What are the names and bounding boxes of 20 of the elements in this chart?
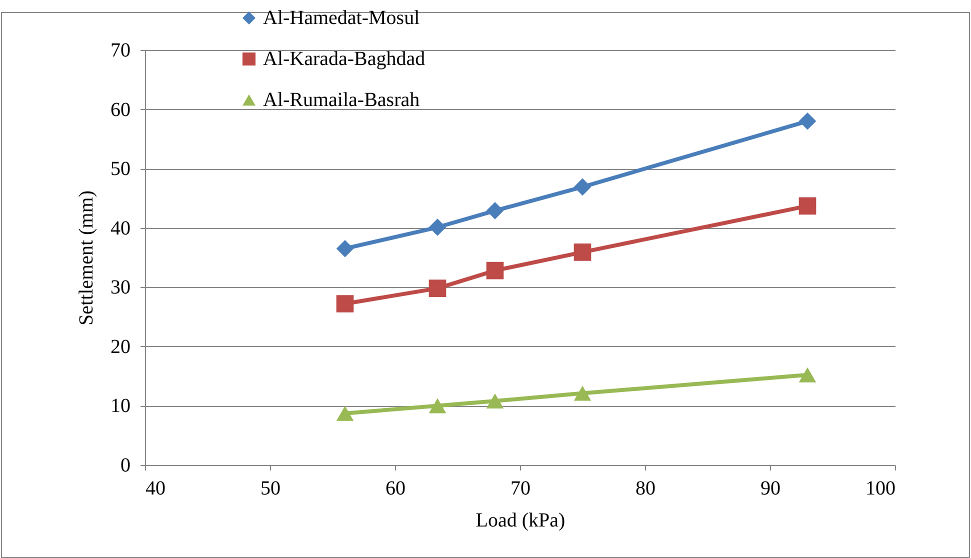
legend-label: Al-Rumaila-Basrah <box>263 89 420 111</box>
y-tick-label: 20 <box>110 336 130 358</box>
x-tick-label: 50 <box>260 478 280 500</box>
x-tick-label: 100 <box>866 478 896 500</box>
legend-label: Al-Karada-Baghdad <box>263 48 426 70</box>
x-tick-label: 40 <box>146 478 166 500</box>
x-tick-label: 90 <box>760 478 780 500</box>
y-axis-title: Settlement (mm) <box>76 190 98 326</box>
x-tick-label: 80 <box>636 478 656 500</box>
y-tick-label: 60 <box>110 98 130 121</box>
x-tick-label: 70 <box>510 478 530 500</box>
y-tick-label: 10 <box>110 395 130 418</box>
legend-label: Al-Hamedat-Mosul <box>263 7 420 29</box>
y-tick-label: 50 <box>110 158 130 180</box>
y-tick-label: 30 <box>110 276 130 299</box>
x-tick-label: 60 <box>386 478 406 500</box>
y-tick-label: 0 <box>120 454 130 476</box>
y-tick-label: 40 <box>110 217 130 240</box>
y-tick-label: 70 <box>110 40 130 62</box>
x-axis-title: Load (kPa) <box>476 510 566 532</box>
